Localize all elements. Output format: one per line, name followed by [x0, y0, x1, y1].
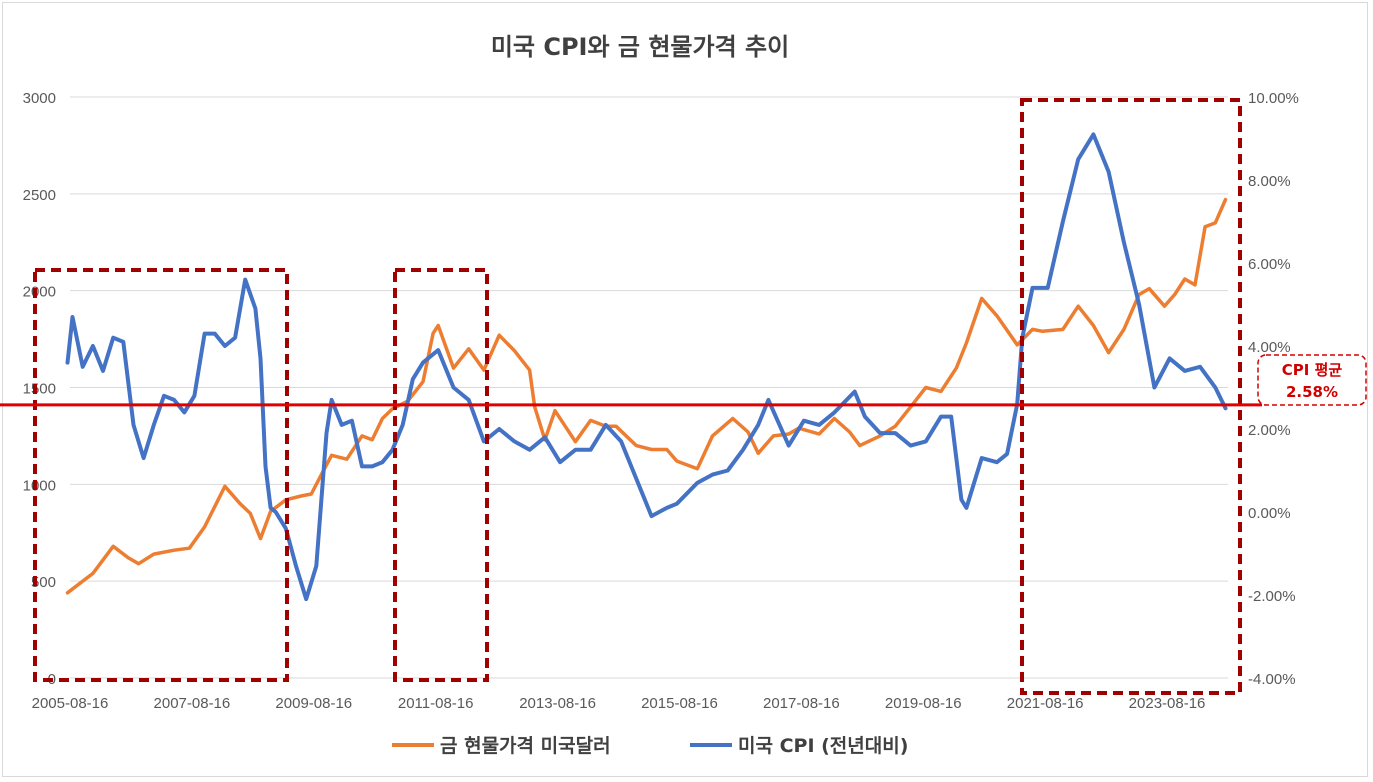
x-tick-label-1: 2007-08-16	[154, 695, 231, 712]
cpi-line	[65, 132, 1228, 602]
x-tick-label-5: 2015-08-16	[641, 695, 718, 712]
left-tick-label-5: 2500	[23, 187, 56, 204]
right-tick-label-3: 2.00%	[1248, 422, 1291, 439]
left-tick-label-1: 500	[31, 574, 56, 591]
x-tick-label-6: 2017-08-16	[763, 695, 840, 712]
cpi-average-callout: CPI 평균 2.58%	[1257, 354, 1367, 406]
cpi-average-label: CPI 평균	[1282, 361, 1343, 379]
x-tick-label-9: 2023-08-16	[1129, 695, 1206, 712]
right-tick-label-0: -4.00%	[1248, 671, 1296, 688]
left-tick-label-2: 1000	[23, 477, 56, 494]
gold-price-line	[65, 197, 1228, 595]
legend: 금 현물가격 미국달러 미국 CPI (전년대비)	[392, 735, 908, 757]
chart-title: 미국 CPI와 금 현물가격 추이	[491, 33, 789, 61]
legend-cpi-label: 미국 CPI (전년대비)	[738, 735, 908, 757]
highlight-boxes	[33, 98, 1242, 695]
x-tick-label-2: 2009-08-16	[275, 695, 352, 712]
left-tick-label-6: 3000	[23, 90, 56, 107]
left-tick-label-4: 2000	[23, 284, 56, 301]
right-tick-label-2: 0.00%	[1248, 505, 1291, 522]
x-tick-label-0: 2005-08-16	[32, 695, 109, 712]
highlight-box-1	[33, 268, 289, 682]
grid-lines	[70, 96, 1228, 679]
x-tick-label-4: 2013-08-16	[519, 695, 596, 712]
right-tick-label-7: 10.00%	[1248, 90, 1299, 107]
legend-gold-label: 금 현물가격 미국달러	[440, 735, 611, 757]
x-axis-ticks: 2005-08-16 2007-08-16 2009-08-16 2011-08-16…	[32, 695, 1206, 712]
x-tick-label-7: 2019-08-16	[885, 695, 962, 712]
right-tick-label-1: -2.00%	[1248, 588, 1296, 605]
x-tick-label-3: 2011-08-16	[398, 695, 474, 712]
right-tick-label-4: 4.00%	[1248, 339, 1291, 356]
left-tick-label-3: 1500	[23, 381, 56, 398]
highlight-box-2	[393, 268, 489, 682]
right-axis-ticks: -4.00% -2.00% 0.00% 2.00% 4.00% 6.00% 8.00% 10.…	[1248, 90, 1299, 688]
right-tick-label-5: 6.00%	[1248, 256, 1291, 273]
highlight-box-3	[1020, 98, 1242, 695]
cpi-average-value: 2.58%	[1286, 383, 1338, 401]
series-layer	[65, 132, 1228, 602]
x-tick-label-8: 2021-08-16	[1007, 695, 1084, 712]
right-tick-label-6: 8.00%	[1248, 173, 1291, 190]
